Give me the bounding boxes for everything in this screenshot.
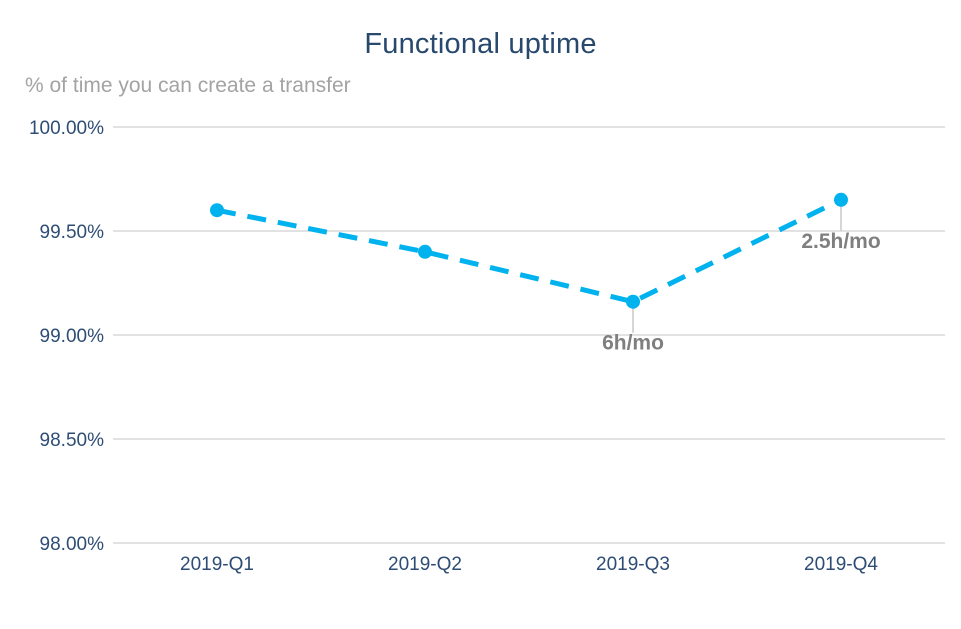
y-axis-tick-label: 98.50% <box>40 430 105 451</box>
y-axis-tick-label: 98.00% <box>40 534 105 555</box>
y-axis-tick-label: 99.00% <box>40 326 105 347</box>
downtime-annotation-label: 2.5h/mo <box>801 230 880 253</box>
x-axis-tick-label: 2019-Q2 <box>388 554 462 575</box>
y-axis-tick-label: 100.00% <box>29 118 104 139</box>
x-axis-tick-label: 2019-Q4 <box>804 554 878 575</box>
data-point-marker <box>210 203 224 218</box>
uptime-series-line <box>216 197 843 305</box>
x-axis-tick-label: 2019-Q1 <box>180 554 254 575</box>
chart-title: Functional uptime <box>364 28 597 60</box>
data-point-marker <box>418 244 432 259</box>
data-point-marker <box>626 294 640 309</box>
downtime-annotation-label: 6h/mo <box>602 332 664 355</box>
data-point-marker <box>834 192 848 207</box>
chart-subtitle: % of time you can create a transfer <box>25 74 351 97</box>
x-axis-tick-label: 2019-Q3 <box>596 554 670 575</box>
y-axis-tick-label: 99.50% <box>40 222 105 243</box>
